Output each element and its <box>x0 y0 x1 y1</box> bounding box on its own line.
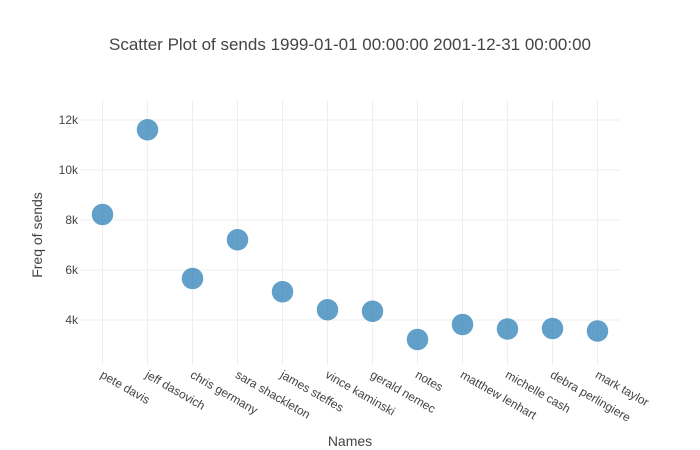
y-tick-label: 6k <box>65 263 79 277</box>
data-point <box>316 298 339 321</box>
data-point <box>586 319 609 343</box>
data-points <box>91 118 609 351</box>
data-point <box>226 228 249 251</box>
data-point <box>496 317 519 341</box>
x-axis-title: Names <box>328 433 372 449</box>
y-tick-label: 4k <box>65 313 79 327</box>
data-point <box>451 313 474 336</box>
data-point <box>136 118 159 141</box>
y-tick-label: 8k <box>65 213 79 227</box>
data-point <box>271 280 294 303</box>
y-tick-label: 10k <box>59 163 79 177</box>
data-point <box>181 267 204 290</box>
y-axis-ticks: 4k 6k 8k 10k 12k <box>59 113 79 327</box>
y-axis-title: Freq of sends <box>29 192 45 278</box>
data-point <box>361 300 384 323</box>
y-tick-label: 12k <box>59 113 79 127</box>
data-point <box>406 328 429 351</box>
chart-title: Scatter Plot of sends 1999-01-01 00:00:0… <box>109 35 591 54</box>
data-point <box>91 203 114 226</box>
data-point <box>541 317 564 340</box>
